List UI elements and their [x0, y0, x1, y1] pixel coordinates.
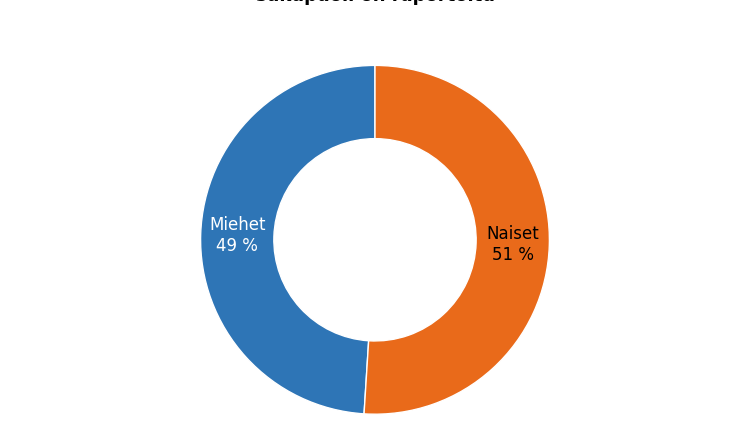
Text: Naiset
51 %: Naiset 51 %	[486, 225, 539, 263]
Wedge shape	[200, 65, 375, 414]
Wedge shape	[364, 65, 550, 414]
Text: Miehet
49 %: Miehet 49 %	[209, 216, 266, 255]
Title: Sukupuoli niiden kohderyhmien osalta, joissa
sukupuoli on raportoitu: Sukupuoli niiden kohderyhmien osalta, jo…	[146, 0, 604, 5]
